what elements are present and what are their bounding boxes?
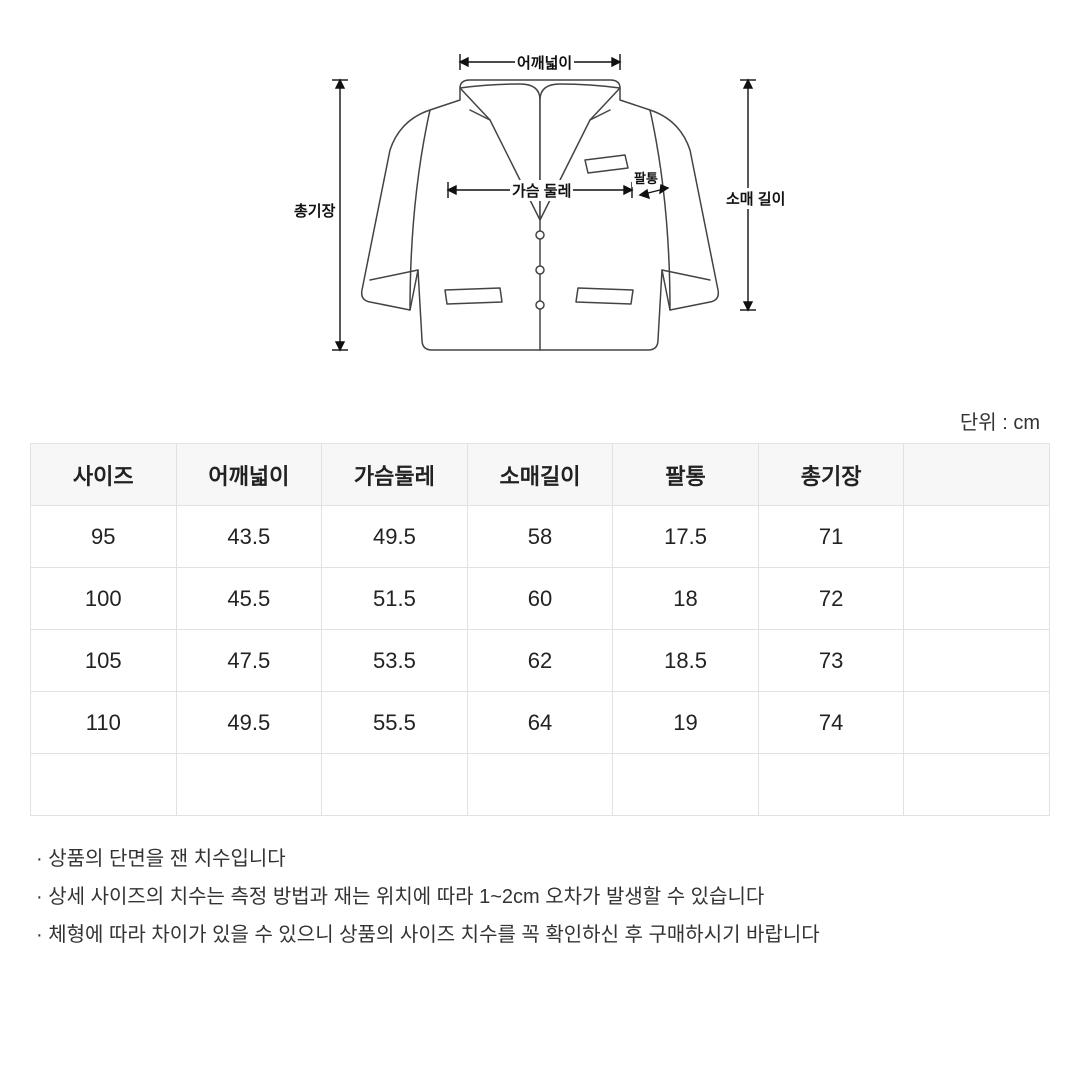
table-cell: 51.5 [322, 568, 468, 630]
table-cell: 47.5 [176, 630, 322, 692]
table-cell: 95 [31, 506, 177, 568]
table-cell: 18.5 [613, 630, 759, 692]
table-header-row: 사이즈 어깨넓이 가슴둘레 소매길이 팔통 총기장 [31, 444, 1050, 506]
table-cell: 45.5 [176, 568, 322, 630]
size-table: 사이즈 어깨넓이 가슴둘레 소매길이 팔통 총기장 9543.549.55817… [30, 443, 1050, 816]
col-empty [904, 444, 1050, 506]
table-cell [176, 754, 322, 816]
note-line: 상세 사이즈의 치수는 측정 방법과 재는 위치에 따라 1~2cm 오차가 발… [36, 878, 1050, 916]
label-chest: 가슴 둘레 [510, 180, 573, 201]
notes: 상품의 단면을 잰 치수입니다 상세 사이즈의 치수는 측정 방법과 재는 위치… [30, 840, 1050, 954]
table-cell [31, 754, 177, 816]
table-cell [904, 630, 1050, 692]
table-cell: 58 [467, 506, 613, 568]
note-line: 상품의 단면을 잰 치수입니다 [36, 840, 1050, 878]
table-cell: 100 [31, 568, 177, 630]
table-row: 9543.549.55817.571 [31, 506, 1050, 568]
col-length: 총기장 [758, 444, 904, 506]
table-cell: 62 [467, 630, 613, 692]
label-total-length: 총기장 [292, 200, 337, 221]
table-cell [904, 506, 1050, 568]
label-sleeve: 소매 길이 [724, 188, 787, 209]
table-cell [758, 754, 904, 816]
table-cell [904, 692, 1050, 754]
table-cell: 49.5 [176, 692, 322, 754]
table-cell: 19 [613, 692, 759, 754]
label-arm-width: 팔통 [632, 168, 660, 187]
table-cell: 74 [758, 692, 904, 754]
table-cell [904, 754, 1050, 816]
col-sleeve: 소매길이 [467, 444, 613, 506]
table-cell: 55.5 [322, 692, 468, 754]
table-cell: 105 [31, 630, 177, 692]
table-cell: 53.5 [322, 630, 468, 692]
table-cell [467, 754, 613, 816]
table-row: 10045.551.5601872 [31, 568, 1050, 630]
table-cell [322, 754, 468, 816]
table-cell: 64 [467, 692, 613, 754]
col-shoulder: 어깨넓이 [176, 444, 322, 506]
unit-label: 단위 : cm [30, 406, 1040, 435]
table-cell: 60 [467, 568, 613, 630]
table-cell [613, 754, 759, 816]
table-cell: 18 [613, 568, 759, 630]
label-shoulder: 어깨넓이 [515, 52, 574, 73]
measurement-diagram: 어깨넓이 가슴 둘레 팔통 총기장 소매 길이 [30, 40, 1050, 380]
table-cell: 49.5 [322, 506, 468, 568]
table-cell: 72 [758, 568, 904, 630]
col-size: 사이즈 [31, 444, 177, 506]
col-chest: 가슴둘레 [322, 444, 468, 506]
note-line: 체형에 따라 차이가 있을 수 있으니 상품의 사이즈 치수를 꼭 확인하신 후… [36, 916, 1050, 954]
table-cell [904, 568, 1050, 630]
table-row: 11049.555.5641974 [31, 692, 1050, 754]
table-row: 10547.553.56218.573 [31, 630, 1050, 692]
table-cell: 71 [758, 506, 904, 568]
table-cell: 17.5 [613, 506, 759, 568]
col-arm: 팔통 [613, 444, 759, 506]
table-cell: 110 [31, 692, 177, 754]
table-cell: 73 [758, 630, 904, 692]
table-cell: 43.5 [176, 506, 322, 568]
table-row [31, 754, 1050, 816]
